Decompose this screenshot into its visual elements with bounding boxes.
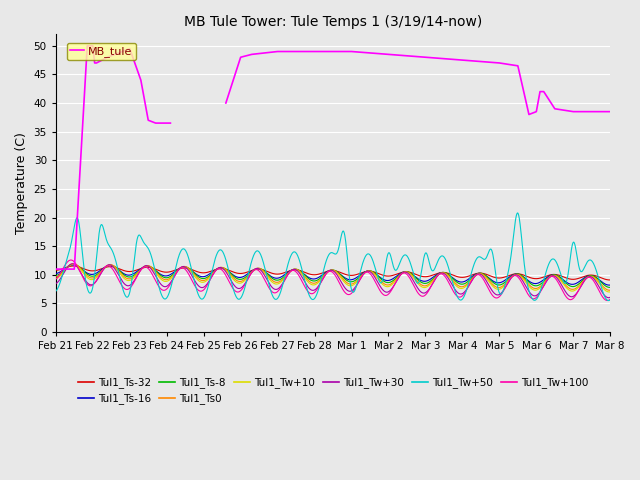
Y-axis label: Temperature (C): Temperature (C) xyxy=(15,132,28,234)
Legend: Tul1_Ts-32, Tul1_Ts-16, Tul1_Ts-8, Tul1_Ts0, Tul1_Tw+10, Tul1_Tw+30, Tul1_Tw+50,: Tul1_Ts-32, Tul1_Ts-16, Tul1_Ts-8, Tul1_… xyxy=(74,373,592,408)
Title: MB Tule Tower: Tule Temps 1 (3/19/14-now): MB Tule Tower: Tule Temps 1 (3/19/14-now… xyxy=(184,15,482,29)
